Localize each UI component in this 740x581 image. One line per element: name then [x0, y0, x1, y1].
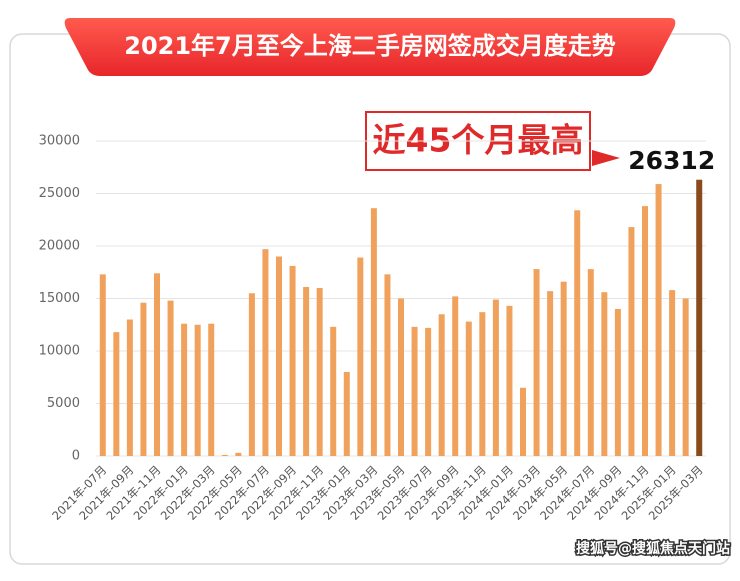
bar: [696, 179, 703, 456]
bar: [330, 326, 337, 456]
bar: [465, 321, 472, 456]
bar: [208, 323, 215, 456]
bar: [655, 184, 662, 457]
bar: [669, 290, 676, 456]
bar: [398, 298, 404, 456]
bar: [276, 256, 282, 456]
bar: [533, 269, 540, 456]
bar: [425, 327, 432, 456]
bar: [411, 326, 418, 456]
bar: [452, 296, 459, 456]
bar: [370, 208, 377, 456]
bar: [154, 273, 160, 456]
bar: [479, 312, 486, 456]
bar: [221, 454, 228, 456]
y-tick-label: 30000: [39, 134, 80, 149]
bar: [520, 387, 526, 456]
bar: [560, 281, 567, 456]
bar: [235, 452, 242, 456]
bar: [140, 302, 147, 456]
bar: [357, 257, 364, 456]
bar: [316, 288, 323, 456]
bar: [262, 249, 269, 456]
bar: [384, 274, 391, 456]
bar: [587, 269, 594, 456]
chart-title: 2021年7月至今上海二手房网签成交月度走势: [124, 32, 616, 60]
bar: [642, 206, 648, 456]
bar: [181, 323, 188, 456]
y-tick-label: 5000: [47, 396, 80, 411]
watermark: 搜狐号@搜狐焦点天门站: [576, 540, 730, 557]
bar: [492, 299, 499, 456]
bar: [601, 292, 608, 456]
bar: [574, 210, 581, 456]
bar: [289, 265, 296, 456]
bar: [438, 314, 445, 456]
y-tick-label: 10000: [39, 344, 80, 359]
bar: [303, 286, 310, 456]
title-banner: [64, 18, 676, 76]
callout-arrow: [592, 150, 620, 166]
y-tick-label: 15000: [39, 291, 80, 306]
bar: [628, 227, 635, 456]
bar: [506, 305, 513, 456]
y-tick-label: 0: [72, 449, 80, 464]
y-tick-label: 20000: [39, 239, 80, 254]
bar: [343, 372, 350, 456]
bar: [99, 274, 106, 456]
annotation: 近45个月最高: [373, 121, 584, 160]
bar: [126, 319, 133, 456]
y-tick-label: 25000: [39, 186, 80, 201]
bar: [248, 293, 255, 456]
bar: [167, 300, 174, 456]
bar: [547, 291, 554, 456]
value-label: 26312: [628, 146, 715, 175]
bar: [194, 324, 201, 456]
bar: [614, 309, 621, 456]
bar: [113, 332, 120, 456]
bar: [682, 298, 689, 456]
